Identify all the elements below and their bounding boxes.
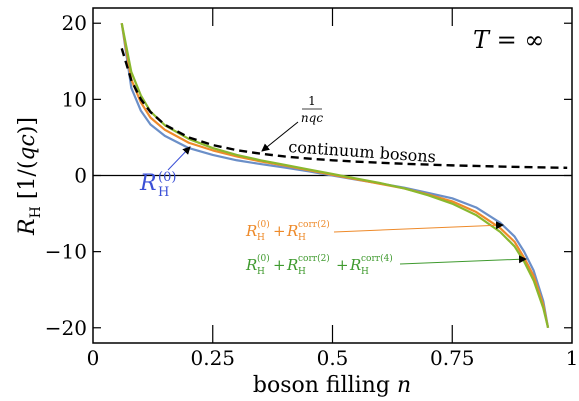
- svg-text:R: R: [139, 171, 157, 196]
- svg-text:+: +: [336, 256, 349, 274]
- svg-text:R: R: [245, 222, 257, 240]
- svg-text:R: R: [286, 256, 298, 274]
- series-line-0: [120, 48, 568, 170]
- svg-text:corr(2): corr(2): [298, 253, 330, 264]
- series-line-3: [120, 23, 550, 329]
- y-tick-label: −20: [45, 316, 87, 340]
- svg-text:corr(2): corr(2): [298, 219, 330, 230]
- svg-text:(0): (0): [257, 219, 270, 230]
- svg-text:R: R: [286, 222, 298, 240]
- x-axis-title: boson filling n: [253, 373, 411, 398]
- svg-text:RH [1/(qc)]: RH [1/(qc)]: [15, 117, 44, 236]
- x-tick-label: 0.5: [317, 346, 349, 370]
- svg-text:H: H: [361, 267, 369, 277]
- x-tick-label: 0: [87, 346, 100, 370]
- temperature-label: T = ∞: [473, 26, 544, 54]
- svg-text:H: H: [158, 185, 169, 200]
- x-tick-label: 0.25: [190, 346, 235, 370]
- r0-corr2-label: R H (0) + R H corr(2): [245, 219, 330, 243]
- x-tick-label: 0.75: [430, 346, 475, 370]
- svg-text:R: R: [245, 256, 257, 274]
- svg-text:+: +: [273, 256, 286, 274]
- svg-text:+: +: [273, 222, 286, 240]
- svg-text:corr(4): corr(4): [361, 253, 393, 264]
- svg-text:1: 1: [308, 94, 316, 108]
- r0-label: R H (0): [139, 170, 176, 200]
- r0-corr2-corr4-arrow: [399, 255, 527, 265]
- series-layer: [120, 23, 568, 329]
- svg-text:H: H: [257, 267, 265, 277]
- continuum-fraction-label: 1 nqc: [301, 94, 323, 125]
- r0-arrow: [167, 146, 191, 171]
- y-tick-label: 20: [62, 11, 87, 35]
- svg-text:R: R: [349, 256, 361, 274]
- r0-corr2-corr4-label: R H (0) + R H corr(2) + R H corr(4): [245, 253, 393, 277]
- y-tick-label: 10: [62, 87, 87, 111]
- svg-text:H: H: [298, 267, 306, 277]
- svg-text:(0): (0): [158, 170, 176, 185]
- svg-text:(0): (0): [257, 253, 270, 264]
- x-axis-ticks: 0 0.25 0.5 0.75 1: [87, 8, 579, 370]
- svg-text:H: H: [257, 233, 265, 243]
- y-tick-label: 0: [74, 164, 87, 188]
- y-axis-title: RH [1/(qc)]: [15, 117, 44, 236]
- continuum-arrow: [261, 121, 299, 152]
- x-tick-label: 1: [566, 346, 579, 370]
- y-axis-ticks: −20 −10 0 10 20: [45, 11, 572, 340]
- y-tick-label: −10: [45, 240, 87, 264]
- r0-corr2-arrow: [333, 221, 504, 233]
- svg-text:H: H: [298, 233, 306, 243]
- svg-text:nqc: nqc: [301, 111, 323, 125]
